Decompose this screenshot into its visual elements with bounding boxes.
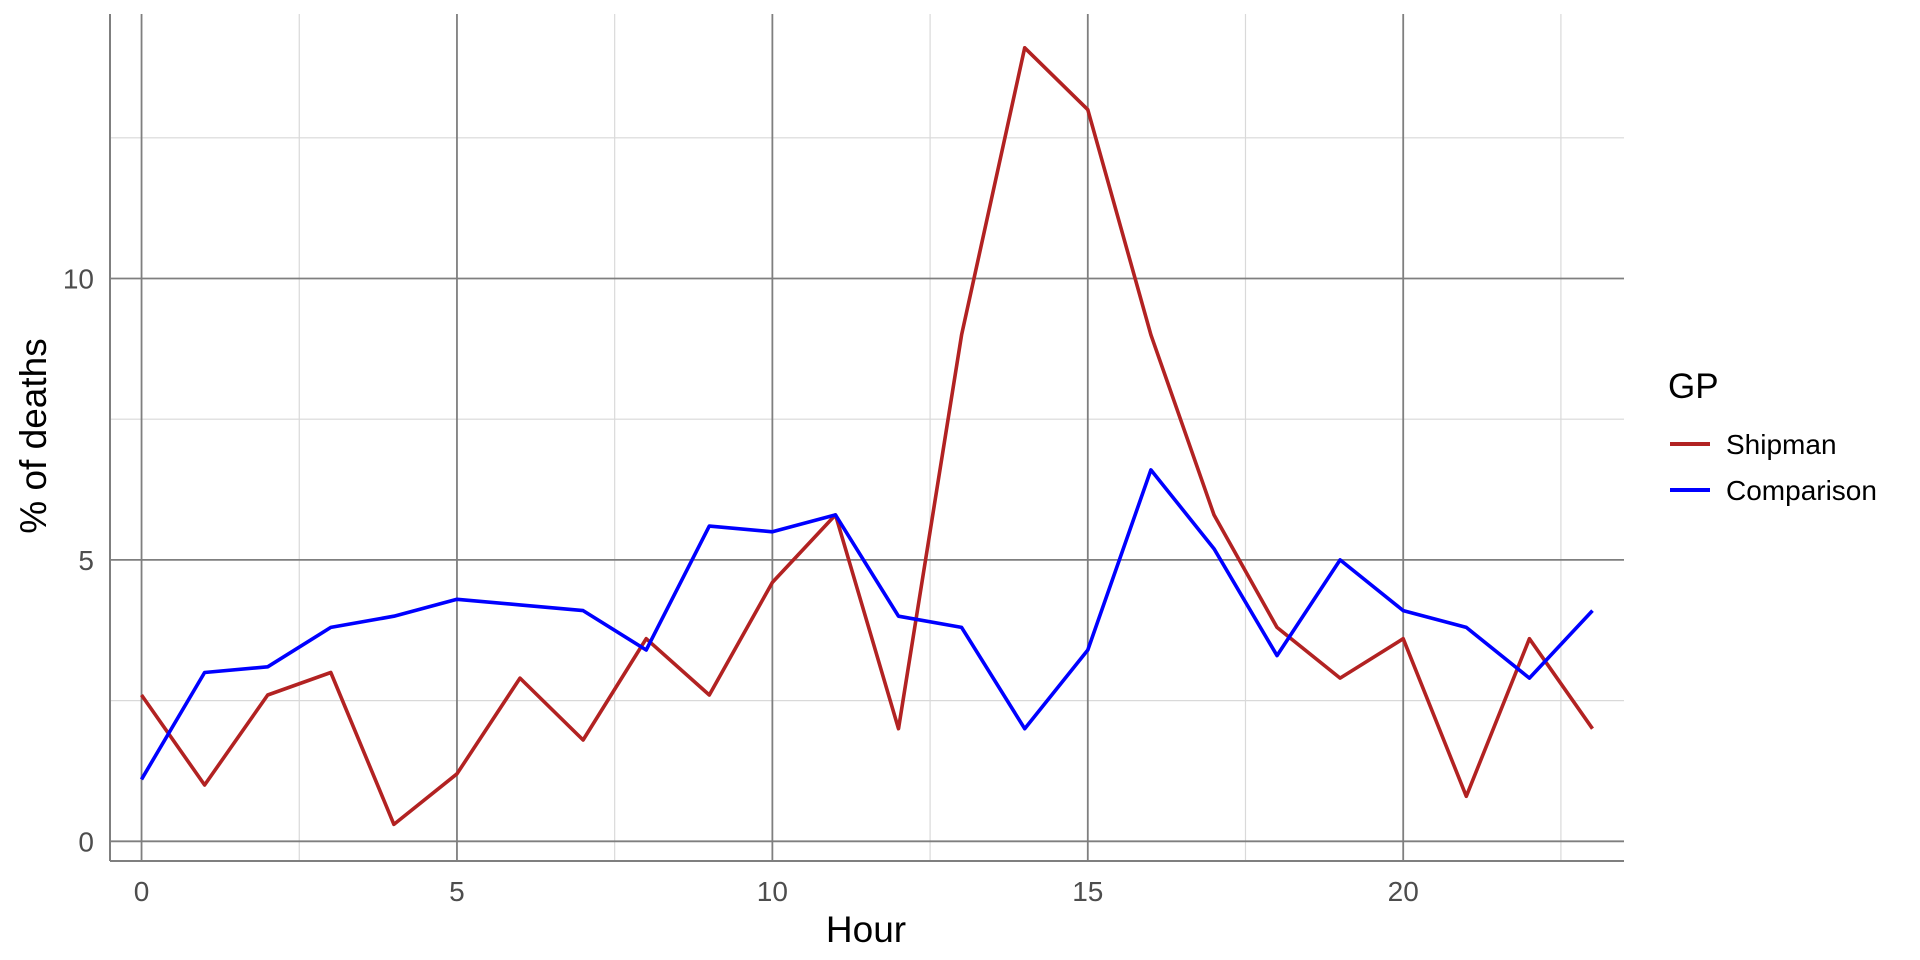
legend-label: Comparison	[1726, 475, 1877, 506]
major-gridlines	[110, 14, 1624, 861]
x-tick-label: 10	[757, 876, 788, 907]
legend-item-shipman: Shipman	[1670, 429, 1837, 460]
y-tick-label: 0	[78, 826, 94, 857]
minor-gridlines	[110, 14, 1624, 861]
x-tick-label: 0	[134, 876, 150, 907]
legend-item-comparison: Comparison	[1670, 475, 1877, 506]
legend-items: Shipman Comparison	[1670, 429, 1877, 506]
series-line-comparison	[139, 468, 1594, 781]
series-line-shipman	[140, 45, 1594, 827]
x-tick-label: 5	[449, 876, 465, 907]
axis-lines	[109, 14, 1624, 862]
y-axis-title: % of deaths	[13, 338, 54, 533]
series-lines	[139, 45, 1594, 827]
x-tick-label: 15	[1072, 876, 1103, 907]
y-tick-label: 5	[78, 545, 94, 576]
y-tick-label: 10	[63, 264, 94, 295]
x-axis-title: Hour	[826, 909, 906, 950]
legend-label: Shipman	[1726, 429, 1837, 460]
tick-labels: 0 5 10 15 20 0 5 10	[63, 264, 1419, 907]
x-tick-label: 20	[1388, 876, 1419, 907]
legend: GP Shipman Comparison	[1668, 367, 1877, 506]
legend-title: GP	[1668, 367, 1719, 406]
